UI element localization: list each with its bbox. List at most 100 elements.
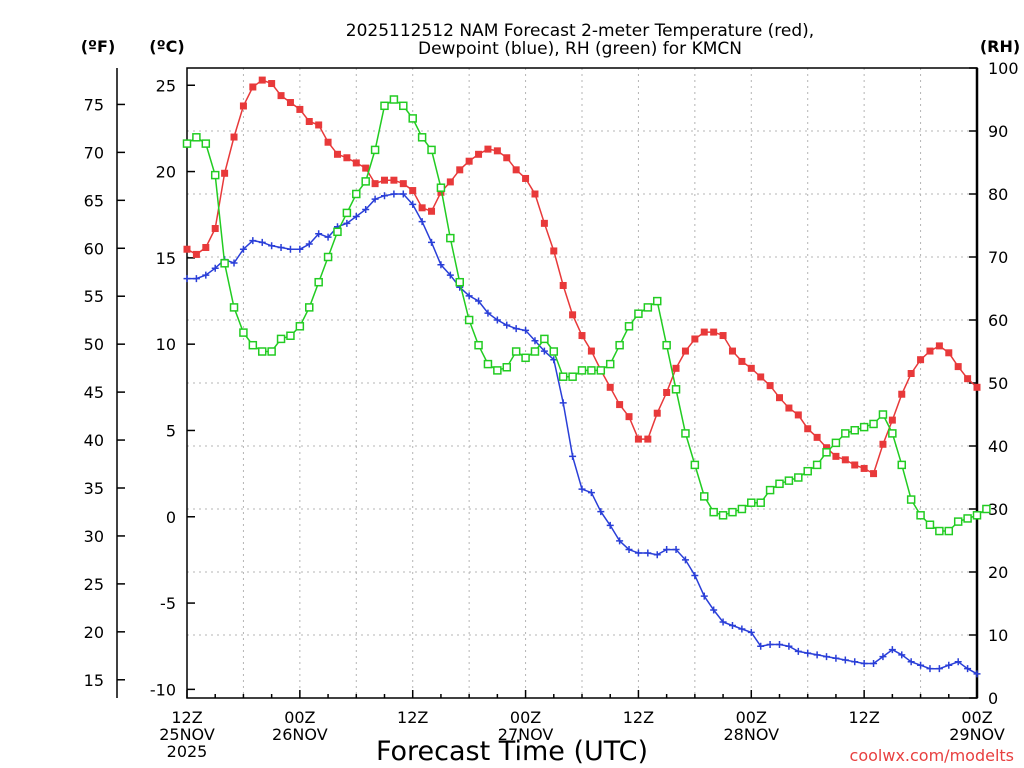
temperature-point xyxy=(738,357,746,365)
dewpoint-point xyxy=(973,670,981,678)
dewpoint-point xyxy=(277,244,285,252)
x-tick-label: 12Z xyxy=(848,708,879,727)
dewpoint-point xyxy=(540,347,548,355)
relative-humidity-point xyxy=(577,366,587,375)
x-tick-label: 00Z xyxy=(510,708,541,727)
relative-humidity-point xyxy=(521,353,530,363)
relative-humidity-point xyxy=(916,511,925,520)
temperature-point xyxy=(211,225,219,233)
relative-humidity-point xyxy=(972,511,982,520)
dewpoint-point xyxy=(522,326,530,334)
temperature-point xyxy=(258,76,266,84)
temperature-point xyxy=(296,105,304,113)
temperature-point xyxy=(625,413,633,421)
relative-humidity-point xyxy=(671,385,681,394)
dewpoint-point xyxy=(362,206,370,214)
temperature-point xyxy=(691,335,699,343)
relative-humidity-point xyxy=(568,372,577,381)
dewpoint-point xyxy=(202,271,210,279)
relative-humidity-point xyxy=(662,340,671,350)
temperature-point xyxy=(945,349,953,357)
temperature-point xyxy=(898,390,906,398)
dewpoint-point xyxy=(381,192,388,200)
relative-humidity-point xyxy=(982,504,991,514)
dewpoint-point xyxy=(230,259,238,267)
dewpoint-point xyxy=(569,452,577,460)
x-axis-title: Forecast Time (UTC) xyxy=(376,736,648,767)
fahrenheit-tick-label: 60 xyxy=(84,239,104,258)
temperature-point xyxy=(315,121,323,129)
dewpoint-point xyxy=(484,309,492,317)
temperature-point xyxy=(465,157,473,165)
x-tick-label: 00Z xyxy=(961,708,992,727)
temperature-point xyxy=(870,470,878,478)
temperature-point xyxy=(823,444,831,452)
relative-humidity-point xyxy=(210,170,220,180)
dewpoint-point xyxy=(475,297,483,305)
temperature-point xyxy=(550,247,558,255)
dewpoint-point xyxy=(305,240,313,248)
temperature-point xyxy=(973,383,981,391)
temperature-point xyxy=(183,245,191,253)
relative-humidity-point xyxy=(643,303,653,312)
x-tick-label: 12Z xyxy=(171,708,202,727)
dewpoint-point xyxy=(268,242,276,250)
temperature-point xyxy=(522,174,530,182)
relative-humidity-point xyxy=(700,492,709,501)
relative-humidity-point xyxy=(352,189,361,199)
temperature-point xyxy=(719,332,727,340)
temperature-point xyxy=(503,154,511,162)
temperature-point xyxy=(202,244,210,252)
relative-humidity-point xyxy=(737,504,747,514)
temperature-point xyxy=(710,328,718,336)
temperature-point xyxy=(606,383,614,391)
x-tick-label: 00Z xyxy=(284,708,315,727)
temperature-point xyxy=(399,180,407,188)
dewpoint-point xyxy=(371,195,379,203)
dewpoint-point xyxy=(691,571,699,579)
temperature-point xyxy=(428,207,436,215)
relative-humidity-point xyxy=(446,233,455,243)
dewpoint-point xyxy=(832,654,840,662)
relative-humidity-point xyxy=(493,366,502,375)
dewpoint-point xyxy=(409,200,417,208)
relative-humidity-point xyxy=(530,347,540,356)
fahrenheit-tick-label: 15 xyxy=(84,671,104,690)
dewpoint-point xyxy=(766,640,774,648)
x-tick-label: 12Z xyxy=(623,708,654,727)
relative-humidity-point xyxy=(624,322,634,331)
relative-humidity-point xyxy=(709,507,718,517)
dewpoint-point xyxy=(888,646,896,654)
dewpoint-point xyxy=(757,642,765,650)
temperature-point xyxy=(644,435,652,443)
fahrenheit-axis-label: (ºF) xyxy=(81,37,116,56)
credit-text: coolwx.com/modelts xyxy=(850,746,1014,765)
rh-tick-label: 100 xyxy=(988,59,1019,78)
relative-humidity-point xyxy=(690,460,700,470)
chart-title-line1: 2025112512 NAM Forecast 2-meter Temperat… xyxy=(346,21,814,41)
dewpoint-point xyxy=(945,661,953,669)
dewpoint-point xyxy=(672,546,680,554)
relative-humidity-point xyxy=(634,309,643,318)
relative-humidity-point xyxy=(436,183,446,192)
temperature-point xyxy=(954,363,962,371)
temperature-point xyxy=(484,145,492,153)
temperature-point xyxy=(286,99,294,107)
fahrenheit-tick-label: 40 xyxy=(84,431,104,450)
temperature-point xyxy=(888,416,896,424)
temperature-point xyxy=(616,401,624,409)
temperature-point xyxy=(192,250,200,258)
relative-humidity-point xyxy=(427,145,436,155)
temperature-point xyxy=(728,347,736,355)
relative-humidity-point xyxy=(558,372,568,381)
temperature-point xyxy=(343,154,351,162)
temperature-point xyxy=(512,166,520,174)
dewpoint-point xyxy=(503,321,511,329)
temperature-point xyxy=(249,83,257,91)
relative-humidity-point xyxy=(464,315,474,325)
dewpoint-point xyxy=(578,485,586,493)
dewpoint-point xyxy=(879,653,887,661)
dewpoint-point xyxy=(794,647,802,655)
dewpoint-point xyxy=(343,219,351,227)
x-tick-label: 29NOV xyxy=(949,725,1005,744)
